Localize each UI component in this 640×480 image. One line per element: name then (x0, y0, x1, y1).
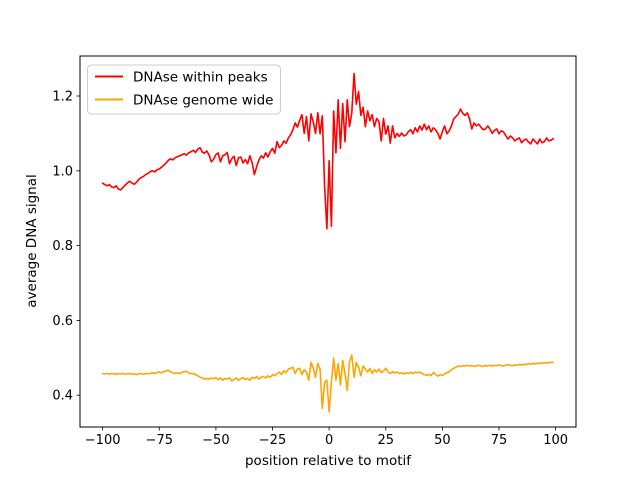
y-ticks: 0.4 0.6 0.8 1.0 1.2 (52, 90, 80, 404)
y-tick-label: 1.2 (52, 90, 73, 105)
x-tick-label: 100 (543, 433, 568, 448)
y-tick-label: 1.0 (52, 164, 73, 179)
x-tick-label: 25 (377, 433, 394, 448)
x-tick-label: 0 (325, 433, 333, 448)
x-tick-label: 75 (491, 433, 508, 448)
series-line-0 (101, 72, 555, 230)
x-tick-label: −25 (259, 433, 286, 448)
x-tick-label: −75 (146, 433, 173, 448)
x-axis-label: position relative to motif (245, 453, 412, 469)
y-tick-label: 0.8 (52, 239, 73, 254)
series-lines (101, 72, 555, 413)
series-line-1 (101, 354, 555, 413)
legend: DNAse within peaks DNAse genome wide (87, 64, 281, 115)
y-tick-label: 0.6 (52, 314, 73, 329)
y-tick-label: 0.4 (52, 389, 73, 404)
x-tick-label: 50 (434, 433, 451, 448)
y-axis-label: average DNA signal (24, 174, 40, 308)
x-ticks: −100 −75 −50 −25 0 25 50 75 100 (85, 427, 568, 448)
x-tick-label: −50 (202, 433, 229, 448)
x-tick-label: −100 (85, 433, 121, 448)
legend-label-genome-wide: DNAse genome wide (133, 93, 273, 109)
legend-box (87, 64, 281, 115)
plot-area (79, 55, 577, 428)
legend-label-within-peaks: DNAse within peaks (133, 70, 268, 86)
